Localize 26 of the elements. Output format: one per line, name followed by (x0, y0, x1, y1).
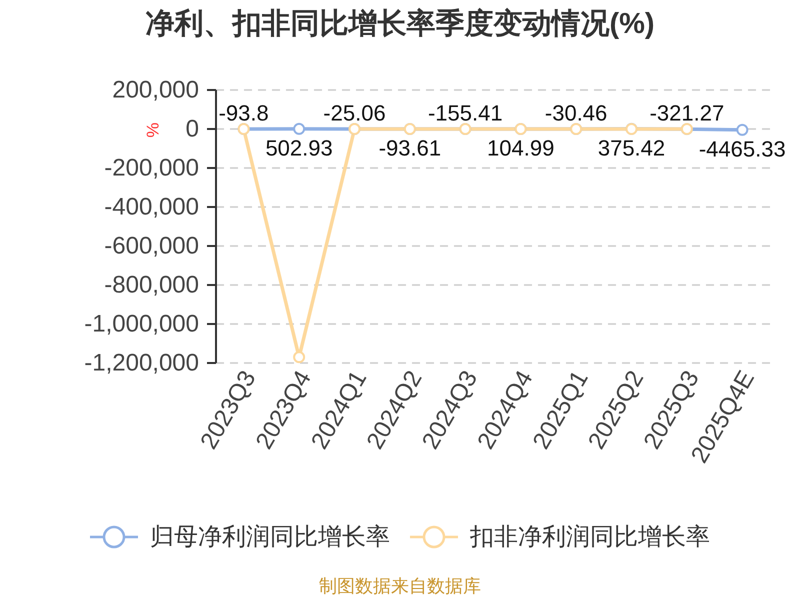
data-label: -30.46 (544, 100, 608, 126)
y-tick-label: -1,000,000 (84, 310, 199, 338)
point (293, 351, 306, 364)
data-label: -4465.33 (698, 136, 786, 162)
y-axis-title: % (144, 122, 162, 138)
data-label: -155.41 (428, 100, 503, 126)
data-label: -25.06 (323, 100, 386, 126)
y-tick-label: -400,000 (104, 194, 199, 220)
text: 制图数据来自数据库 (319, 576, 481, 596)
y-tick-label: -1,200,000 (84, 350, 199, 376)
y-tick-label: 200,000 (112, 76, 199, 104)
point (736, 124, 748, 136)
y-tick-label: -800,000 (104, 272, 199, 298)
data-label: 502.93 (265, 135, 333, 160)
y-tick-label: -200,000 (104, 154, 199, 182)
data-label: 375.42 (598, 135, 666, 160)
chart-title: 净利、扣非同比增长率季度变动情况(%) (145, 7, 655, 40)
data-label: 104.99 (487, 135, 554, 160)
point (293, 122, 306, 135)
y-tick-label: 0 (186, 116, 199, 142)
data-label: -93.61 (378, 136, 442, 161)
data-label: -321.27 (650, 100, 724, 126)
data-label: -93.8 (218, 100, 269, 126)
legend-label: 扣非净利润同比增长率 (469, 524, 710, 550)
legend-label: 归母净利润同比增长率 (150, 524, 390, 550)
y-tick-label: -600,000 (104, 232, 199, 260)
